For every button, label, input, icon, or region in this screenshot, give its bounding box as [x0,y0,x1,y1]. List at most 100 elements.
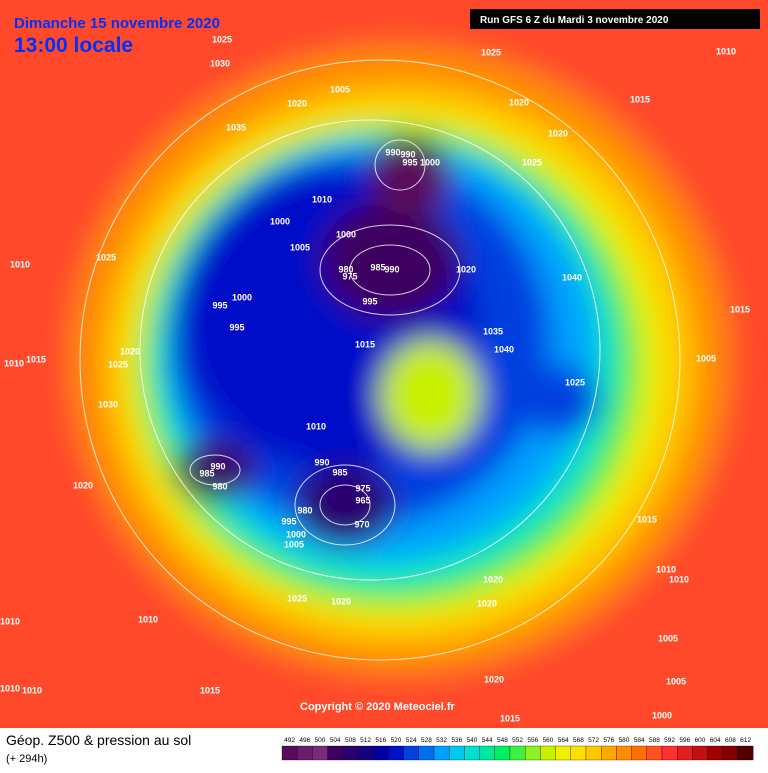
scale-swatch [540,745,556,761]
scale-swatch [722,745,739,761]
scale-label: 508 [345,737,356,744]
scale-swatch [449,745,465,761]
isobar-label: 1000 [232,292,252,302]
isobar-label: 1020 [120,346,140,356]
scale-swatch [479,745,495,761]
isobar-label: 1015 [630,94,650,104]
scale-label: 496 [299,737,310,744]
isobar-label: 1020 [287,98,307,108]
scale-swatch [433,745,450,761]
scale-label: 516 [375,737,386,744]
isobar-label: 965 [355,495,370,505]
scale-swatch [555,745,571,761]
isobar-label: 1040 [562,272,582,282]
scale-swatch [357,745,374,761]
isobar-label: 980 [297,505,312,515]
isobar-label: 980 [338,264,353,274]
scale-swatch [585,745,602,761]
isobar-label: 1030 [98,399,118,409]
scale-swatch [373,745,389,761]
scale-swatch [327,745,343,761]
isobar-label: 1015 [730,304,750,314]
scale-label: 592 [664,737,675,744]
isobar-label: 1020 [509,97,529,107]
isobar-label: 1010 [669,574,689,584]
isobar-label: 1020 [484,674,504,684]
isobar-label: 1025 [481,47,501,57]
isobar-label: 1035 [226,122,246,132]
footer-lead: (+ 294h) [6,753,47,765]
isobar-label: 1010 [306,421,326,431]
scale-label: 536 [451,737,462,744]
isobar-label: 1010 [0,683,20,693]
scale-label: 552 [512,737,523,744]
isobar-label: 1005 [284,539,304,549]
isobar-label: 1000 [286,529,306,539]
run-box [470,9,760,29]
scale-label: 560 [543,737,554,744]
isobar-label: 1005 [696,353,716,363]
scale-swatch [646,745,663,761]
isobar-label: 1000 [336,229,356,239]
scale-swatch [297,745,313,761]
isobar-label: 995 [229,322,244,332]
scale-swatch [281,745,298,761]
isobar-label: 990 [385,147,400,157]
scale-label: 572 [588,737,599,744]
scale-label: 576 [603,737,614,744]
isobar-label: 1025 [96,252,116,262]
isobar-label: 985 [370,262,385,272]
scale-swatch [464,745,480,761]
scale-label: 608 [725,737,736,744]
scale-label: 524 [406,737,417,744]
scale-label: 520 [391,737,402,744]
scale-label: 540 [467,737,478,744]
date-title: Dimanche 15 novembre 2020 [14,15,220,32]
isobar-label: 1020 [477,598,497,608]
scale-label: 532 [436,737,447,744]
scale-label: 584 [634,737,645,744]
isobar-label: 1005 [666,676,686,686]
isobar-label: 1040 [494,344,514,354]
scale-label: 580 [619,737,630,744]
scale-swatch [509,745,526,761]
scale-swatch [342,745,359,761]
isobar-label: 1015 [200,685,220,695]
isobar-label: 1020 [483,574,503,584]
isobar-label: 1010 [22,685,42,695]
scale-label: 512 [360,737,371,744]
scale-swatch [692,745,708,761]
isobar-label: 1000 [652,710,672,720]
isobar-label: 1010 [10,259,30,269]
scale-swatch [677,745,693,761]
isobar-label: 1015 [500,713,520,723]
isobar-label: 1035 [483,326,503,336]
scale-label: 564 [558,737,569,744]
scale-swatch [418,745,435,761]
isobar-label: 1015 [355,339,375,349]
scale-label: 500 [315,737,326,744]
scale-swatch [312,745,328,761]
scale-label: 556 [527,737,538,744]
scale-swatch [570,745,587,761]
scale-label: 588 [649,737,660,744]
time-title: 13:00 locale [14,34,133,57]
scale-swatch [403,745,419,761]
isobar-label: 995 [402,157,417,167]
color-scale: 492 496 500 504 508 512 516 520 524 528 532 536 540 5… [281,737,754,761]
isobar-label: 1000 [270,216,290,226]
isobar-label: 1020 [456,264,476,274]
scale-label: 604 [710,737,721,744]
isobar-label: 1005 [330,84,350,94]
isobar-label: 990 [384,264,399,274]
isobar-label: 1020 [548,128,568,138]
isobar-label: 985 [332,467,347,477]
isobar-label: 975 [342,271,357,281]
isobar-label: 1005 [290,242,310,252]
scale-label: 596 [679,737,690,744]
isobar-label: 1015 [637,514,657,524]
scale-swatch [707,745,723,761]
